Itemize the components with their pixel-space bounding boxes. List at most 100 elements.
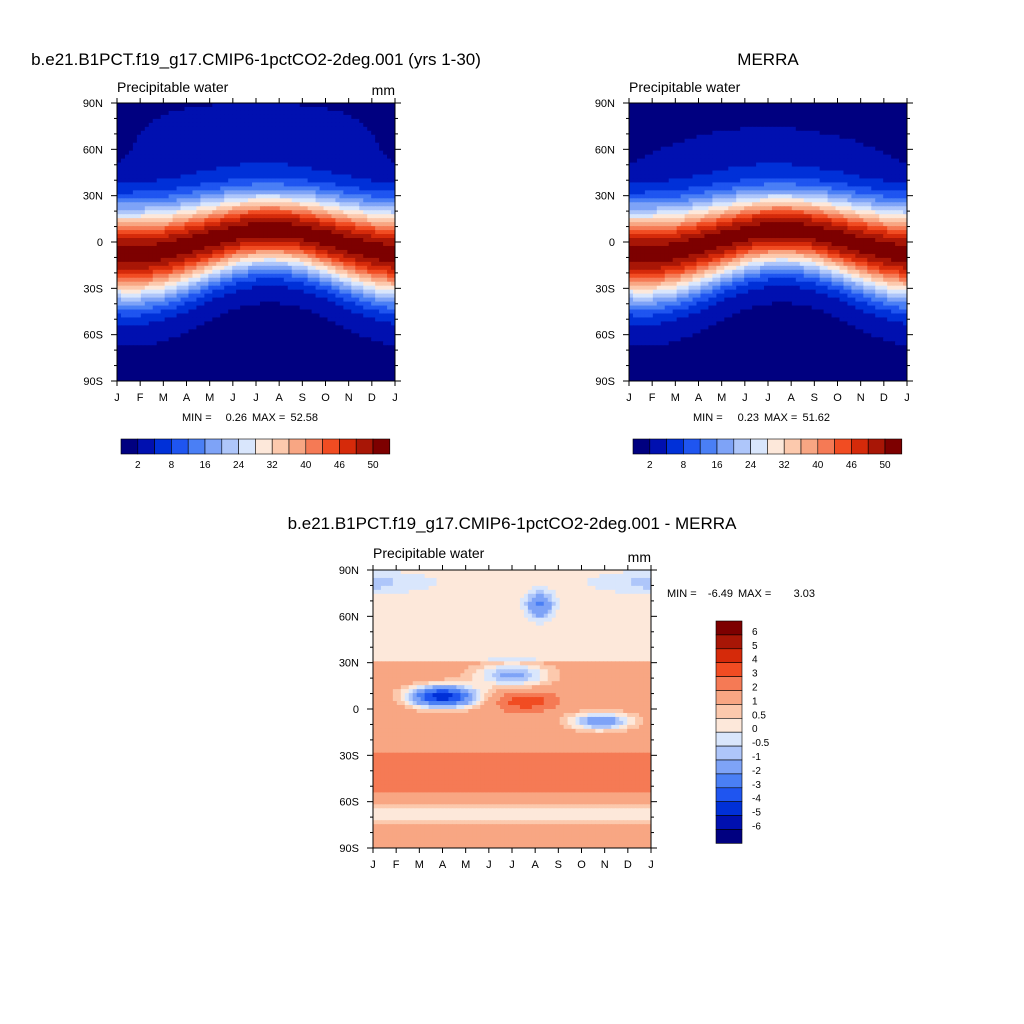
field-cell (351, 373, 356, 378)
field-cell (259, 329, 265, 334)
field-cell (252, 198, 257, 203)
field-cell (367, 309, 372, 315)
field-cell (343, 357, 348, 362)
field-cell (379, 377, 384, 381)
field-cell (299, 186, 305, 191)
field-cell (252, 269, 257, 275)
field-cell (128, 373, 134, 378)
field-cell (240, 218, 245, 223)
field-cell (117, 249, 122, 255)
field-cell (176, 253, 182, 259)
field-cell (117, 126, 122, 132)
field-cell (176, 170, 182, 176)
field-cell (184, 349, 190, 354)
field-cell (164, 234, 170, 239)
field-cell (117, 293, 122, 299)
field-cell (263, 313, 269, 319)
field-cell (148, 245, 154, 251)
field-cell (387, 162, 392, 168)
field-cell (379, 110, 384, 116)
field-cell (224, 273, 229, 279)
field-cell (160, 110, 166, 116)
field-cell (184, 158, 190, 164)
field-cell (315, 218, 321, 223)
field-cell (132, 373, 138, 378)
field-cell (271, 234, 277, 239)
field-cell (120, 285, 126, 291)
field-cell (347, 337, 352, 342)
field-cell (271, 361, 277, 366)
field-cell (152, 321, 158, 326)
field-cell (275, 122, 281, 128)
field-cell (323, 218, 329, 223)
field-cell (128, 353, 134, 358)
field-cell (256, 285, 261, 291)
field-cell (168, 313, 174, 319)
field-cell (184, 353, 190, 358)
field-cell (117, 194, 122, 199)
field-cell (343, 206, 348, 211)
field-cell (140, 202, 146, 207)
field-cell (327, 190, 333, 195)
field-cell (208, 245, 213, 251)
field-cell (267, 106, 273, 112)
field-cell (259, 253, 265, 259)
field-cell (343, 365, 348, 370)
field-cell (267, 158, 273, 164)
field-cell (331, 249, 337, 255)
field-cell (315, 333, 321, 338)
field-cell (291, 377, 297, 381)
field-cell (283, 234, 289, 239)
field-cell (256, 377, 261, 381)
field-cell (303, 345, 309, 350)
field-cell (128, 377, 134, 381)
field-cell (315, 297, 321, 303)
field-cell (323, 361, 329, 366)
field-cell (319, 377, 325, 381)
field-cell (228, 265, 233, 271)
field-cell (295, 345, 301, 350)
field-cell (160, 162, 166, 168)
field-cell (271, 178, 277, 184)
field-cell (283, 146, 289, 152)
field-cell (128, 202, 134, 207)
field-cell (275, 341, 281, 346)
field-cell (283, 297, 289, 303)
field-cell (319, 103, 325, 108)
x-tick-label: M (205, 392, 214, 404)
field-cell (375, 122, 380, 128)
field-cell (263, 365, 269, 370)
field-cell (271, 218, 277, 223)
field-cell (367, 293, 372, 299)
field-cell (363, 182, 368, 187)
y-tick-label: 30N (83, 191, 103, 203)
field-cell (275, 257, 281, 263)
field-cell (379, 230, 384, 235)
field-cell (359, 158, 364, 164)
field-cell (363, 226, 368, 231)
field-cell (375, 281, 380, 287)
field-cell (323, 106, 329, 112)
field-cell (152, 198, 158, 203)
field-cell (132, 253, 138, 259)
field-cell (311, 281, 317, 287)
field-cell (160, 106, 166, 112)
field-cell (319, 245, 325, 251)
field-cell (283, 265, 289, 271)
field-cell (164, 114, 170, 120)
field-cell (192, 313, 198, 319)
field-cell (259, 126, 265, 132)
field-cell (275, 142, 281, 148)
field-cell (172, 150, 178, 156)
field-cell (152, 170, 158, 176)
field-cell (136, 154, 142, 160)
field-cell (379, 174, 384, 180)
field-cell (311, 245, 317, 251)
field-cell (148, 353, 154, 358)
field-cell (335, 190, 340, 195)
field-cell (275, 281, 281, 287)
field-cell (240, 238, 245, 243)
field-cell (259, 186, 265, 191)
field-cell (375, 341, 380, 346)
field-cell (117, 253, 122, 259)
